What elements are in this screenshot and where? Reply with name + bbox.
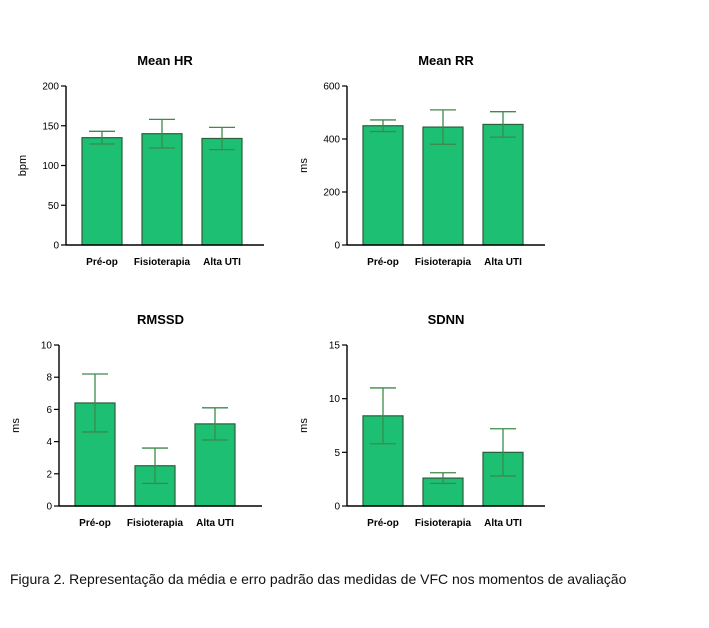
bar [362, 125, 404, 246]
y-tick-label: 0 [53, 241, 59, 252]
x-tick-label: Pré-op [367, 257, 399, 268]
x-tick-label: Alta UTI [196, 518, 234, 529]
x-tick-label: Alta UTI [484, 518, 522, 529]
y-tick-label: 15 [329, 341, 341, 352]
chart-title: SDNN [428, 312, 465, 327]
chart-panel-4: SDNN ms Pré-op Fisioterapia Alta UTI 0 5 10 15 [298, 312, 545, 529]
y-tick-label: 0 [46, 502, 52, 513]
x-tick-label: Fisioterapia [127, 518, 184, 529]
x-tick-label: Alta UTI [484, 257, 522, 268]
bar [482, 123, 524, 246]
y-tick-label: 200 [42, 82, 59, 93]
y-tick-label: 4 [46, 437, 52, 448]
y-tick-label: 6 [46, 405, 52, 416]
y-axis-label: bpm [17, 155, 29, 176]
bar [81, 137, 123, 246]
chart-panel-1: Mean HR bpm Pré-op Fisioterapia Alta UTI 0 50 1… [17, 53, 264, 268]
chart-title: Mean RR [418, 53, 474, 68]
bar [201, 137, 243, 246]
x-tick-label: Fisioterapia [134, 257, 191, 268]
chart-title: RMSSD [137, 312, 184, 327]
y-tick-label: 600 [323, 82, 340, 93]
chart-panel-3: RMSSD ms Pré-op Fisioterapia Alta UTI 0 2 4 6 8 10 [10, 312, 262, 529]
chart-panel-2: Mean RR ms Pré-op Fisioterapia Alta UTI 0 200 4… [298, 53, 545, 268]
x-tick-label: Fisioterapia [415, 257, 472, 268]
x-tick-label: Fisioterapia [415, 518, 472, 529]
y-tick-label: 0 [334, 502, 340, 513]
y-tick-label: 8 [46, 373, 52, 384]
y-axis-label: ms [298, 158, 310, 173]
y-tick-label: 400 [323, 135, 340, 146]
x-tick-label: Pré-op [86, 257, 118, 268]
y-tick-label: 5 [334, 448, 340, 459]
x-tick-label: Alta UTI [203, 257, 241, 268]
chart-title: Mean HR [137, 53, 193, 68]
y-tick-label: 50 [48, 201, 60, 212]
y-tick-label: 10 [41, 341, 53, 352]
y-tick-label: 10 [329, 394, 341, 405]
y-axis-label: ms [298, 418, 310, 433]
x-tick-label: Pré-op [367, 518, 399, 529]
y-tick-label: 100 [42, 161, 59, 172]
y-tick-label: 200 [323, 188, 340, 199]
y-tick-label: 2 [46, 469, 52, 480]
y-tick-label: 0 [334, 241, 340, 252]
bar [141, 133, 183, 246]
x-tick-label: Pré-op [79, 518, 111, 529]
y-tick-label: 150 [42, 121, 59, 132]
y-axis-label: ms [10, 418, 22, 433]
figure-caption: Figura 2. Representação da média e erro … [10, 571, 627, 587]
